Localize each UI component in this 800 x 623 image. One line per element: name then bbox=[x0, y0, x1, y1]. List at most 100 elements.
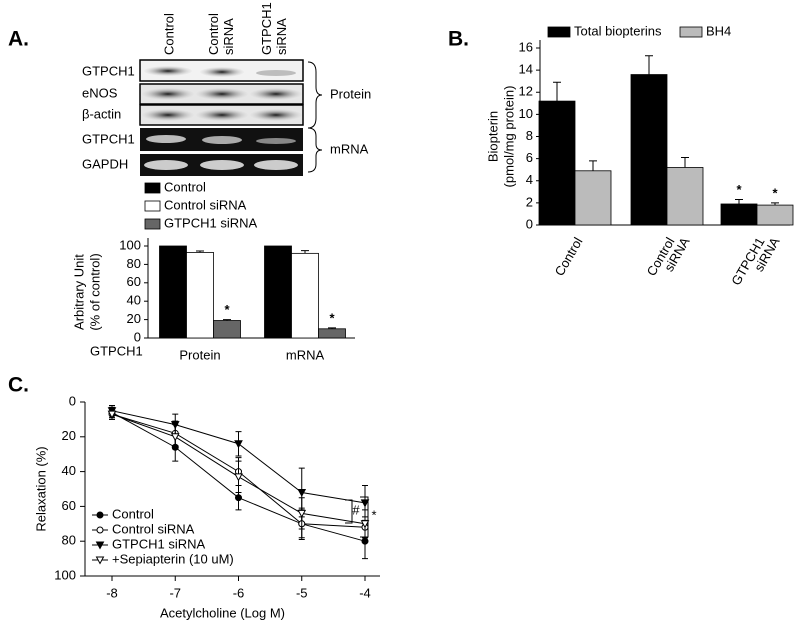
error-bar bbox=[771, 202, 779, 206]
point bbox=[297, 488, 307, 498]
y-tick-label: 0 bbox=[134, 329, 141, 344]
y-tick-label: 60 bbox=[62, 498, 76, 513]
legend-marker bbox=[95, 556, 105, 565]
x-tick-label: mRNA bbox=[286, 347, 325, 362]
error-bar bbox=[223, 319, 231, 321]
panel-label: C. bbox=[8, 374, 29, 397]
legend-label: Control siRNA bbox=[112, 521, 195, 536]
y-axis-label: Biopterin bbox=[485, 111, 500, 162]
panel-label: B. bbox=[448, 28, 469, 51]
error-bar bbox=[553, 81, 561, 102]
y-tick-label: 10 bbox=[519, 106, 533, 121]
point bbox=[170, 433, 180, 442]
point bbox=[107, 410, 117, 419]
blot-group-label: Protein bbox=[330, 86, 371, 101]
bracket bbox=[360, 496, 369, 538]
point bbox=[235, 494, 242, 502]
y-tick-label: 4 bbox=[526, 172, 533, 187]
significance: * bbox=[329, 310, 335, 325]
y-tick-label: 60 bbox=[127, 274, 141, 289]
y-tick-label: 100 bbox=[54, 567, 76, 582]
significance: * bbox=[736, 182, 742, 197]
y-tick-label: 0 bbox=[526, 216, 533, 231]
bar bbox=[538, 100, 576, 226]
legend-swatch bbox=[144, 182, 161, 194]
lane-label: Control bbox=[206, 13, 221, 55]
legend-label: BH4 bbox=[706, 23, 731, 38]
y-tick-label: 40 bbox=[127, 293, 141, 308]
legend-label: GTPCH1 siRNA bbox=[164, 215, 258, 230]
y-tick-label: 6 bbox=[526, 150, 533, 165]
x-axis-label: Acetylcholine (Log M) bbox=[160, 605, 285, 620]
error-bar bbox=[681, 157, 689, 168]
blot-row-label: GAPDH bbox=[82, 156, 128, 171]
annotation: * bbox=[371, 507, 376, 522]
y-tick-label: 14 bbox=[519, 62, 533, 77]
error-bar bbox=[735, 199, 743, 204]
significance: * bbox=[772, 185, 778, 200]
bar bbox=[720, 203, 758, 226]
bar bbox=[630, 74, 668, 226]
lane-label: Control bbox=[161, 13, 176, 55]
error-bar bbox=[645, 55, 653, 75]
y-axis-label: (pmol/mg protein) bbox=[501, 86, 516, 188]
lane-label: GTPCH1 bbox=[259, 2, 274, 55]
annotation: # bbox=[352, 502, 360, 517]
lane-label: siRNA bbox=[221, 18, 236, 55]
y-tick-label: 8 bbox=[526, 128, 533, 143]
legend-marker bbox=[96, 511, 104, 519]
blot-group-label: mRNA bbox=[330, 141, 369, 156]
y-axis-label: (% of control) bbox=[87, 253, 102, 330]
legend-marker bbox=[96, 526, 104, 534]
legend-swatch bbox=[679, 26, 703, 38]
bar bbox=[666, 167, 704, 226]
y-axis-label: Relaxation (%) bbox=[33, 446, 48, 531]
point bbox=[297, 509, 307, 518]
x-tick-label: Control bbox=[552, 235, 586, 279]
error-bar bbox=[196, 250, 204, 253]
x-tick-label: -5 bbox=[296, 585, 308, 600]
y-tick-label: 2 bbox=[526, 194, 533, 209]
x-tick-label: -8 bbox=[106, 585, 118, 600]
blot-row-label: GTPCH1 bbox=[82, 131, 135, 146]
blot-row-label: GTPCH1 bbox=[82, 63, 135, 78]
legend-swatch bbox=[144, 218, 161, 230]
x-row-label: GTPCH1 bbox=[90, 343, 143, 358]
legend-label: Total biopterins bbox=[574, 23, 662, 38]
y-tick-label: 100 bbox=[119, 237, 141, 252]
legend-marker bbox=[95, 541, 105, 550]
y-tick-label: 20 bbox=[62, 428, 76, 443]
legend-label: +Sepiapterin (10 uM) bbox=[112, 551, 234, 566]
legend-swatch bbox=[547, 26, 571, 38]
blot-row-label: eNOS bbox=[82, 85, 118, 100]
x-tick-label: -7 bbox=[169, 585, 181, 600]
panel-label: A. bbox=[8, 28, 29, 51]
bracket bbox=[345, 499, 353, 524]
bar bbox=[186, 252, 214, 339]
bar bbox=[159, 245, 187, 339]
y-tick-label: 16 bbox=[519, 39, 533, 54]
y-tick-label: 20 bbox=[127, 311, 141, 326]
y-tick-label: 40 bbox=[62, 463, 76, 478]
bar bbox=[213, 320, 241, 339]
y-tick-label: 80 bbox=[62, 533, 76, 548]
blot-images bbox=[139, 59, 323, 176]
bar bbox=[756, 204, 794, 226]
error-bar bbox=[328, 327, 336, 329]
point bbox=[360, 520, 370, 529]
significance: * bbox=[224, 302, 230, 317]
blot-row-label: β-actin bbox=[82, 106, 121, 121]
legend-label: GTPCH1 siRNA bbox=[112, 536, 206, 551]
x-tick-label: -6 bbox=[233, 585, 245, 600]
legend-label: Control bbox=[164, 179, 206, 194]
point bbox=[361, 537, 369, 545]
legend-label: Control bbox=[112, 506, 154, 521]
legend-label: Control siRNA bbox=[164, 197, 247, 212]
error-bar bbox=[589, 160, 597, 171]
error-bar bbox=[301, 250, 309, 254]
point bbox=[234, 473, 243, 482]
y-tick-label: 12 bbox=[519, 84, 533, 99]
bar bbox=[318, 328, 346, 339]
point bbox=[234, 440, 243, 449]
